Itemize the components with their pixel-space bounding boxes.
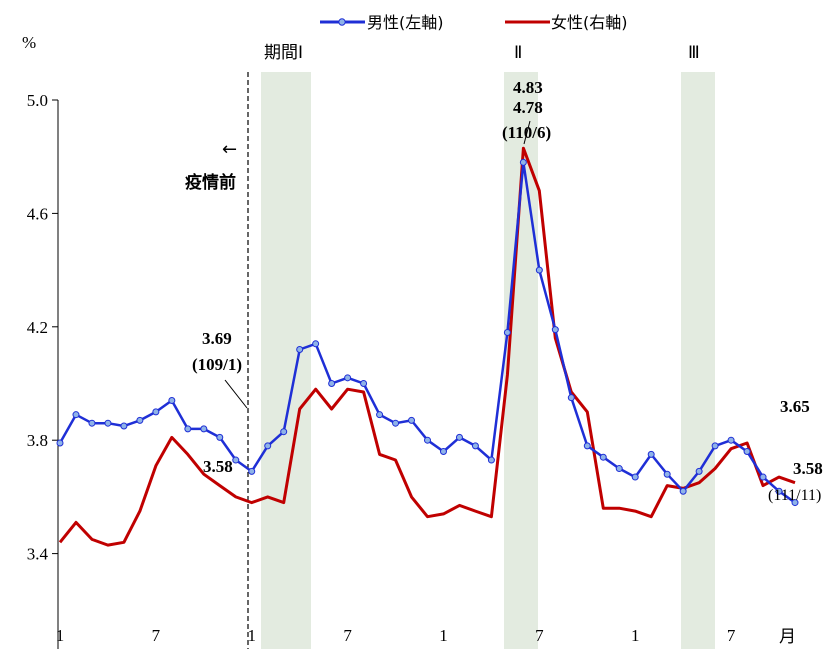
male-data-point [599, 453, 607, 461]
male-data-point [344, 374, 352, 382]
male-data-point [631, 473, 639, 481]
period-2-label: Ⅱ [514, 43, 522, 63]
legend-male-label: 男性(左軸) [367, 13, 444, 32]
male-data-point [56, 439, 64, 447]
male-data-point [695, 467, 703, 475]
x-tick-month: 7 [727, 626, 736, 645]
y-unit-label: % [22, 33, 36, 52]
male-data-point [104, 419, 112, 427]
male-data-point [232, 456, 240, 464]
y-tick-label: 5.0 [27, 91, 48, 110]
y-tick-label: 4.6 [27, 204, 48, 223]
male-data-point [424, 436, 431, 444]
male-data-point [88, 419, 96, 427]
x-tick-month: 1 [631, 626, 640, 645]
pre-pandemic-label: 疫情前 [185, 172, 236, 193]
male-data-point [503, 328, 511, 336]
male-data-point [791, 499, 799, 507]
male-data-point [519, 158, 527, 166]
male-data-point [168, 397, 176, 405]
male-last-value: 3.58 [793, 459, 823, 478]
x-tick-month: 7 [343, 626, 352, 645]
male-data-point [216, 433, 224, 441]
male-data-point [120, 422, 128, 430]
male-data-point [679, 487, 687, 495]
annotations: 3.69 (109/1) 3.58 4.83 4.78 (110/6) 3.65… [192, 78, 823, 504]
x-tick-month: 7 [152, 626, 161, 645]
legend-female-label: 女性(右軸) [551, 13, 628, 32]
male-data-point [184, 425, 192, 433]
male-data-point [647, 450, 655, 458]
male-data-point [711, 442, 719, 450]
male-data-point [775, 487, 783, 495]
legend-male-marker [338, 18, 346, 26]
period-3-band [681, 72, 715, 649]
x-tick-month: 1 [56, 626, 65, 645]
y-tick-label: 3.4 [27, 545, 49, 564]
last-date: (111/11) [768, 487, 821, 504]
male-peak-value: 4.78 [513, 98, 543, 117]
male-109-1-date: (109/1) [192, 355, 242, 374]
male-data-point [567, 394, 575, 402]
legend: 男性(左軸) 女性(右軸) [320, 13, 628, 32]
male-data-point [136, 416, 144, 424]
male-data-point [392, 419, 400, 427]
male-data-point [376, 411, 384, 419]
male-data-point [727, 436, 735, 444]
x-tick-month: 1 [439, 626, 448, 645]
male-data-point [72, 411, 80, 419]
x-tick-month: 7 [535, 626, 544, 645]
pre-pandemic-arrow: ← [222, 139, 237, 160]
female-series-line [58, 146, 796, 547]
peak-leader [523, 120, 531, 145]
male-data-point [200, 425, 208, 433]
period-1-label: 期間Ⅰ [264, 43, 303, 63]
male-data-point [455, 433, 463, 441]
male-data-point [759, 473, 767, 481]
male-109-1-value: 3.69 [202, 329, 232, 348]
male-data-point [408, 416, 416, 424]
period-bands [261, 72, 715, 649]
male-data-point [615, 465, 623, 473]
male-series-markers [56, 158, 799, 507]
female-peak-value: 4.83 [513, 78, 543, 97]
male-data-point [264, 442, 272, 450]
male-data-point [328, 380, 336, 387]
male-data-point [487, 456, 495, 464]
x-ticks: 17171717108109110111 [56, 626, 736, 645]
male-data-point [583, 442, 591, 450]
y-tick-label: 4.2 [27, 318, 48, 337]
male-data-point [312, 340, 320, 348]
male-data-point [152, 408, 160, 416]
period-1-band [261, 72, 311, 649]
female-109-1-value: 3.58 [203, 457, 233, 476]
male-data-point [535, 266, 543, 274]
male-data-point [471, 442, 479, 450]
male-109-1-leader [224, 379, 248, 409]
female-last-value: 3.65 [780, 397, 810, 416]
x-unit-month: 月 [779, 627, 796, 647]
y-tick-label: 3.8 [27, 431, 48, 450]
male-data-point [663, 470, 671, 478]
male-data-point [551, 326, 559, 334]
y-ticks: 3.03.43.84.24.65.0 [27, 91, 58, 564]
male-data-point [248, 467, 256, 475]
period-3-label: Ⅲ [688, 43, 700, 63]
male-data-point [360, 380, 368, 387]
x-tick-month: 1 [247, 626, 256, 645]
male-data-point [439, 448, 447, 456]
male-data-point [280, 428, 288, 436]
male-data-point [296, 345, 304, 353]
male-data-point [743, 448, 751, 456]
